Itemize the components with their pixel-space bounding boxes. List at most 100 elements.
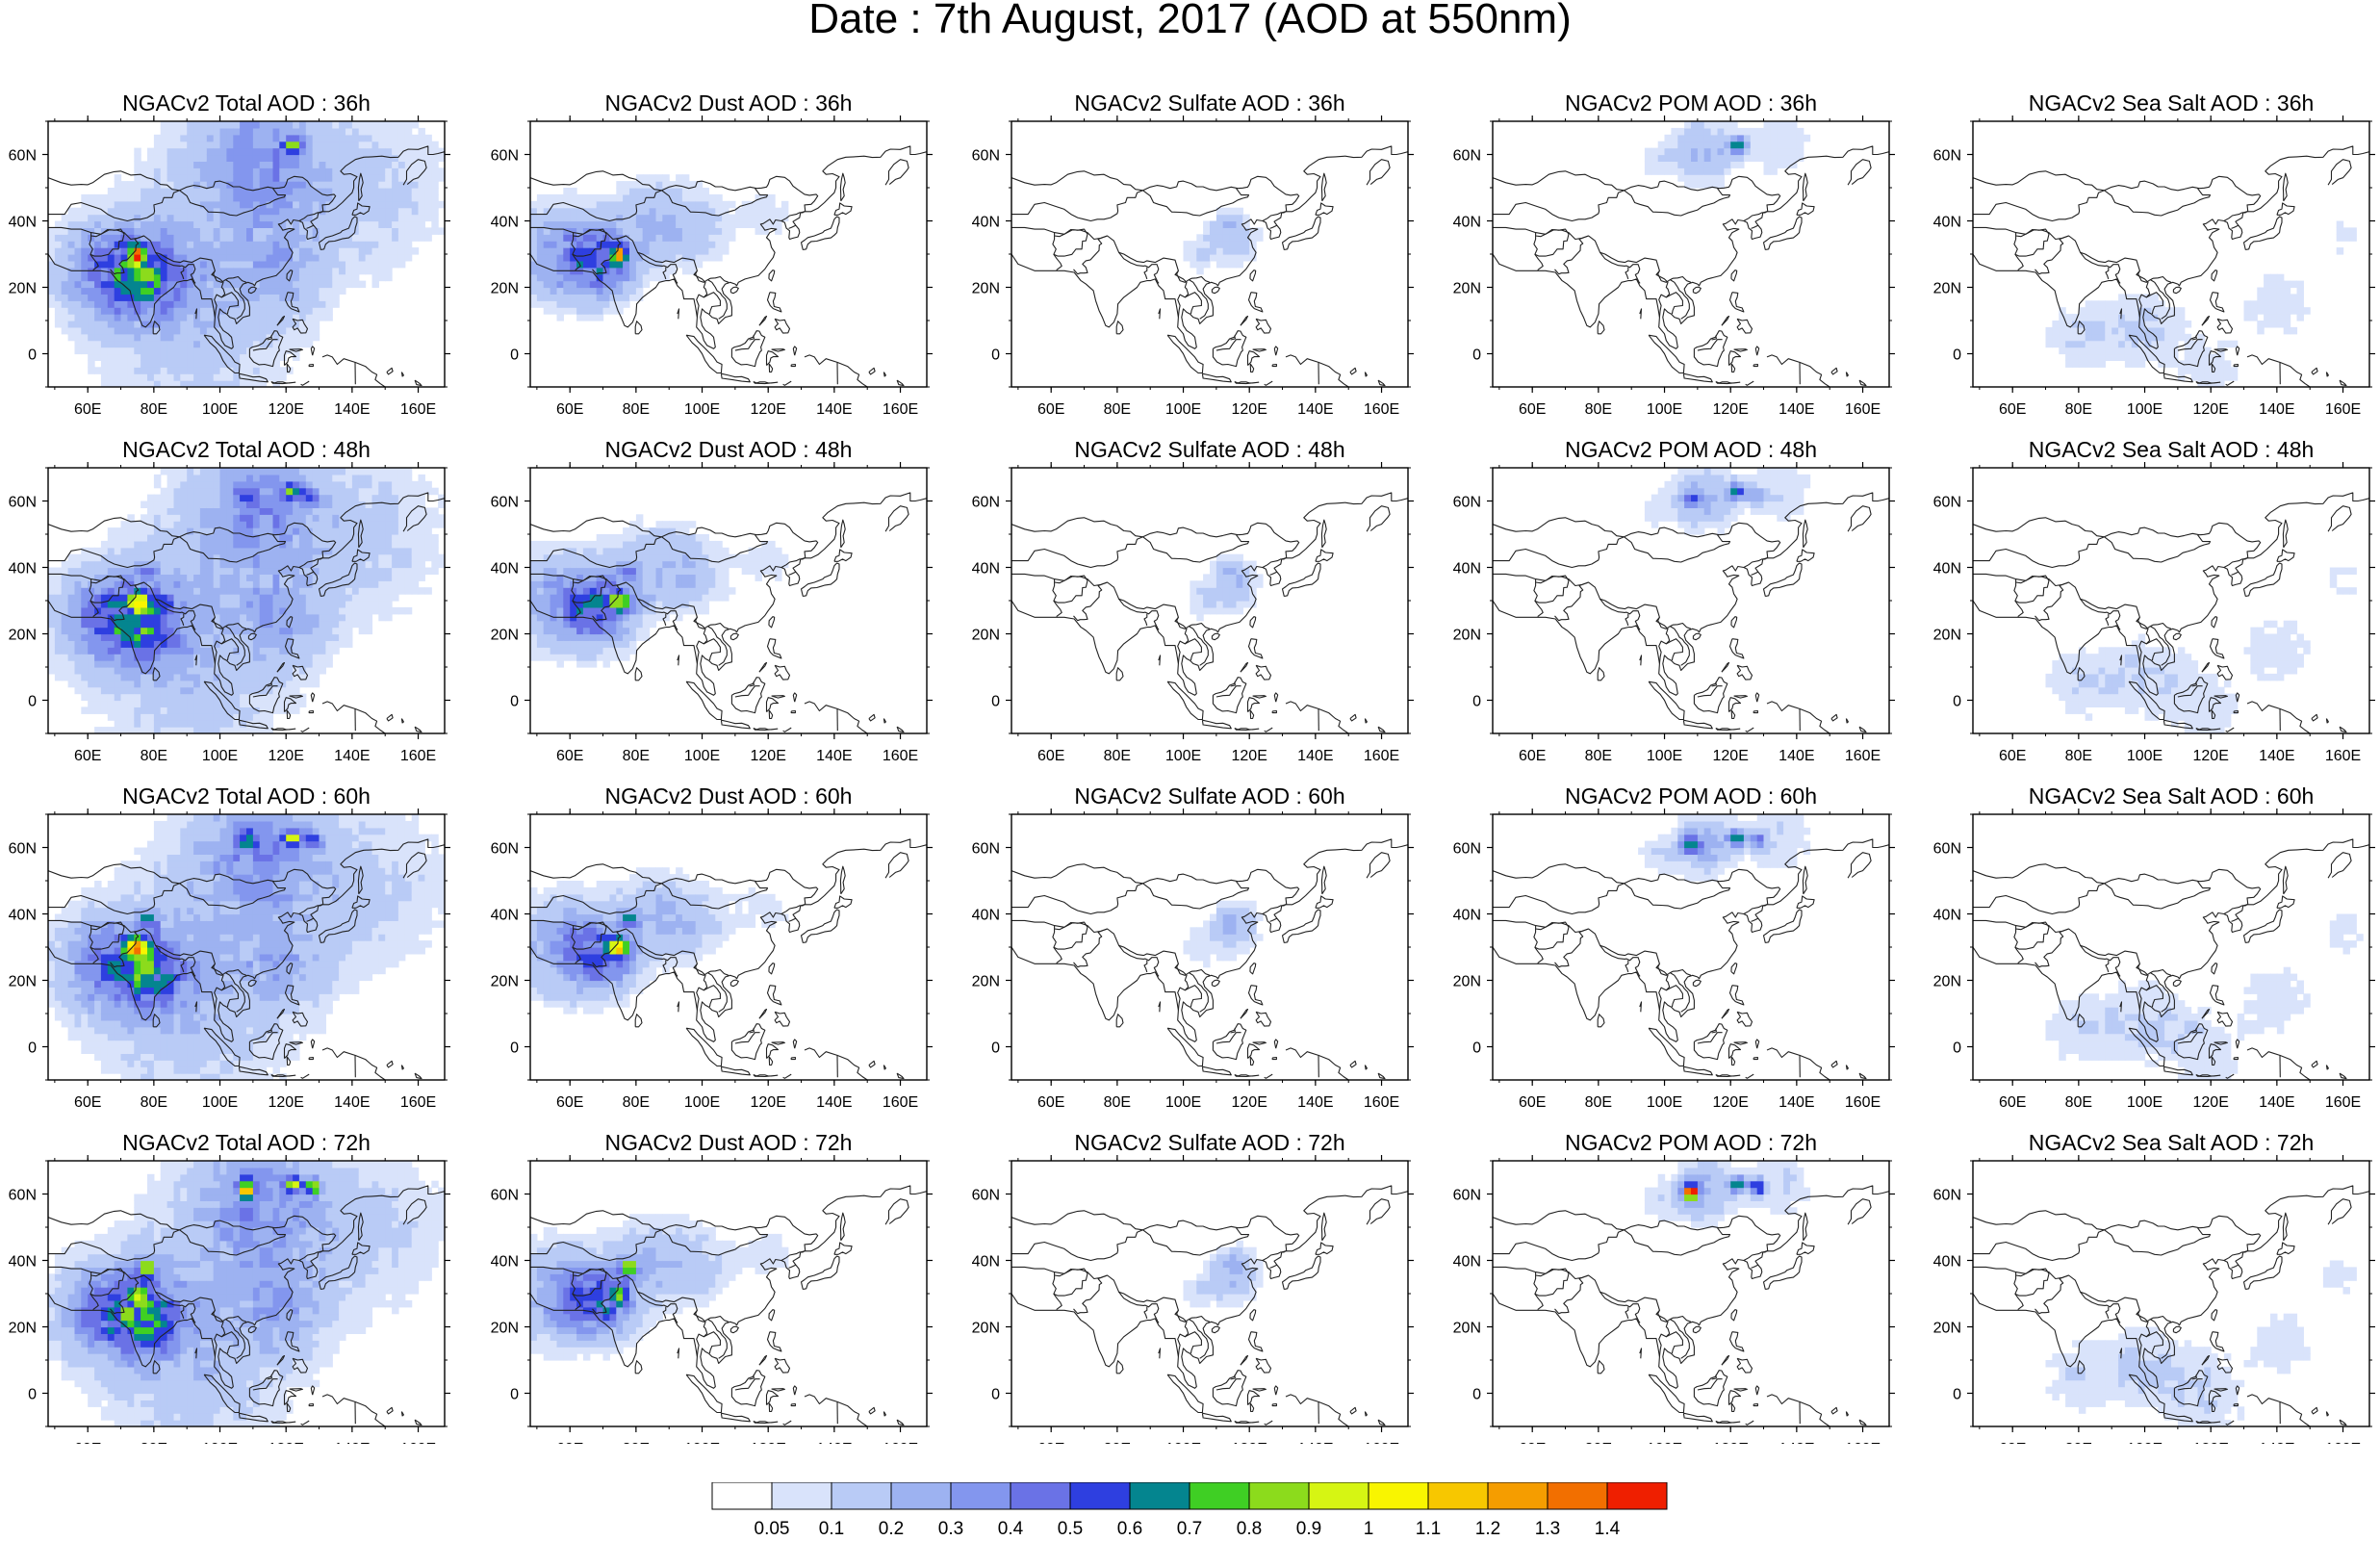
x-tick-label: 120E (751, 1094, 786, 1111)
x-tick-label: 120E (751, 748, 786, 764)
colorbar-label: 0.2 (879, 1519, 904, 1536)
y-tick-label: 60N (9, 495, 37, 511)
y-tick-label: 20N (9, 628, 37, 644)
colorbar-swatch (772, 1482, 832, 1509)
y-tick-label: 40N (1933, 908, 1961, 924)
x-tick-label: 100E (202, 1441, 238, 1444)
x-tick-label: 160E (1364, 748, 1399, 764)
colorbar-label: 0.6 (1117, 1519, 1142, 1536)
x-tick-label: 100E (202, 1094, 238, 1111)
x-tick-label: 80E (1585, 401, 1612, 418)
colorbar-label: 1.2 (1475, 1519, 1500, 1536)
x-tick-label: 80E (141, 748, 167, 764)
x-tick-label: 60E (1999, 1441, 2026, 1444)
y-tick-label: 60N (1933, 148, 1961, 165)
x-tick-label: 60E (74, 748, 101, 764)
panels-svg: NGACv2 Total AOD : 36h 60E 80E 100E 120E 140E… (0, 0, 2380, 1444)
x-tick-label: 160E (1845, 748, 1881, 764)
x-tick-label: 100E (1165, 1441, 1201, 1444)
x-tick-label: 160E (883, 401, 918, 418)
x-tick-label: 160E (2325, 1441, 2361, 1444)
x-tick-label: 120E (269, 1441, 304, 1444)
x-tick-label: 160E (2325, 1094, 2361, 1111)
x-tick-label: 160E (400, 1441, 436, 1444)
y-tick-label: 40N (1453, 561, 1481, 578)
x-tick-label: 140E (1297, 401, 1333, 418)
y-tick-label: 60N (9, 1188, 37, 1204)
panel-title: NGACv2 Dust AOD : 36h (605, 90, 853, 116)
x-tick-label: 140E (816, 401, 852, 418)
y-tick-label: 60N (972, 495, 1000, 511)
y-tick-label: 60N (9, 841, 37, 858)
panel-title: NGACv2 Sulfate AOD : 72h (1074, 1130, 1344, 1155)
x-tick-label: 100E (1647, 1441, 1682, 1444)
y-tick-label: 0 (510, 1387, 519, 1403)
y-tick-label: 40N (491, 908, 519, 924)
y-tick-label: 60N (491, 1188, 519, 1204)
y-tick-label: 0 (510, 347, 519, 364)
x-tick-label: 80E (2065, 748, 2092, 764)
panel-title: NGACv2 POM AOD : 36h (1565, 90, 1817, 116)
x-tick-label: 120E (2193, 748, 2229, 764)
y-tick-label: 40N (9, 561, 37, 578)
colorbar-label: 0.4 (998, 1519, 1024, 1536)
y-tick-label: 40N (9, 908, 37, 924)
x-tick-label: 80E (1585, 1094, 1612, 1111)
x-tick-label: 60E (74, 1094, 101, 1111)
x-tick-label: 80E (1104, 1094, 1131, 1111)
aod-field (1638, 814, 1810, 882)
x-tick-label: 100E (2127, 401, 2162, 418)
x-tick-label: 60E (1519, 1094, 1546, 1111)
x-tick-label: 100E (1165, 748, 1201, 764)
y-tick-label: 20N (491, 974, 519, 990)
y-tick-label: 20N (491, 628, 519, 644)
map-panel-pom-72h: NGACv2 POM AOD : 72h60E80E100E120E140E16… (1453, 1130, 1895, 1444)
y-tick-label: 40N (972, 561, 1000, 578)
colorbar-label: 1.3 (1535, 1519, 1560, 1536)
x-tick-label: 160E (2325, 401, 2361, 418)
y-tick-label: 60N (972, 841, 1000, 858)
x-tick-label: 100E (1647, 1094, 1682, 1111)
y-tick-label: 0 (28, 694, 37, 710)
x-tick-label: 120E (1232, 1441, 1267, 1444)
x-tick-label: 100E (202, 401, 238, 418)
x-tick-label: 60E (1037, 401, 1064, 418)
y-tick-label: 40N (1933, 215, 1961, 231)
y-tick-label: 0 (1472, 347, 1481, 364)
x-tick-label: 100E (1647, 401, 1682, 418)
aod-field (2046, 568, 2357, 734)
panel-title: NGACv2 Dust AOD : 48h (605, 437, 853, 462)
y-tick-label: 40N (491, 561, 519, 578)
y-tick-label: 0 (510, 694, 519, 710)
x-tick-label: 80E (2065, 1441, 2092, 1444)
y-tick-label: 20N (1453, 1321, 1481, 1337)
x-tick-label: 160E (400, 401, 436, 418)
y-tick-label: 0 (991, 347, 1000, 364)
colorbar-label: 0.3 (938, 1519, 963, 1536)
colorbar-swatch (1070, 1482, 1130, 1509)
aod-field (1190, 554, 1263, 622)
x-tick-label: 120E (1713, 401, 1749, 418)
y-tick-label: 40N (491, 215, 519, 231)
x-tick-label: 140E (1779, 401, 1814, 418)
colorbar-label: 0.9 (1296, 1519, 1321, 1536)
panel-title: NGACv2 Sulfate AOD : 36h (1074, 90, 1344, 116)
aod-field (1645, 1161, 1810, 1228)
x-tick-label: 120E (269, 1094, 304, 1111)
panel-title: NGACv2 Total AOD : 36h (122, 90, 371, 116)
y-tick-label: 20N (9, 1321, 37, 1337)
y-tick-label: 0 (991, 1387, 1000, 1403)
panel-title: NGACv2 Dust AOD : 60h (605, 783, 853, 809)
aod-field (2046, 221, 2357, 388)
x-tick-label: 160E (1364, 1094, 1399, 1111)
panel-title: NGACv2 POM AOD : 72h (1565, 1130, 1817, 1155)
x-tick-label: 140E (816, 748, 852, 764)
y-tick-label: 60N (972, 1188, 1000, 1204)
colorbar-swatch (1369, 1482, 1428, 1509)
